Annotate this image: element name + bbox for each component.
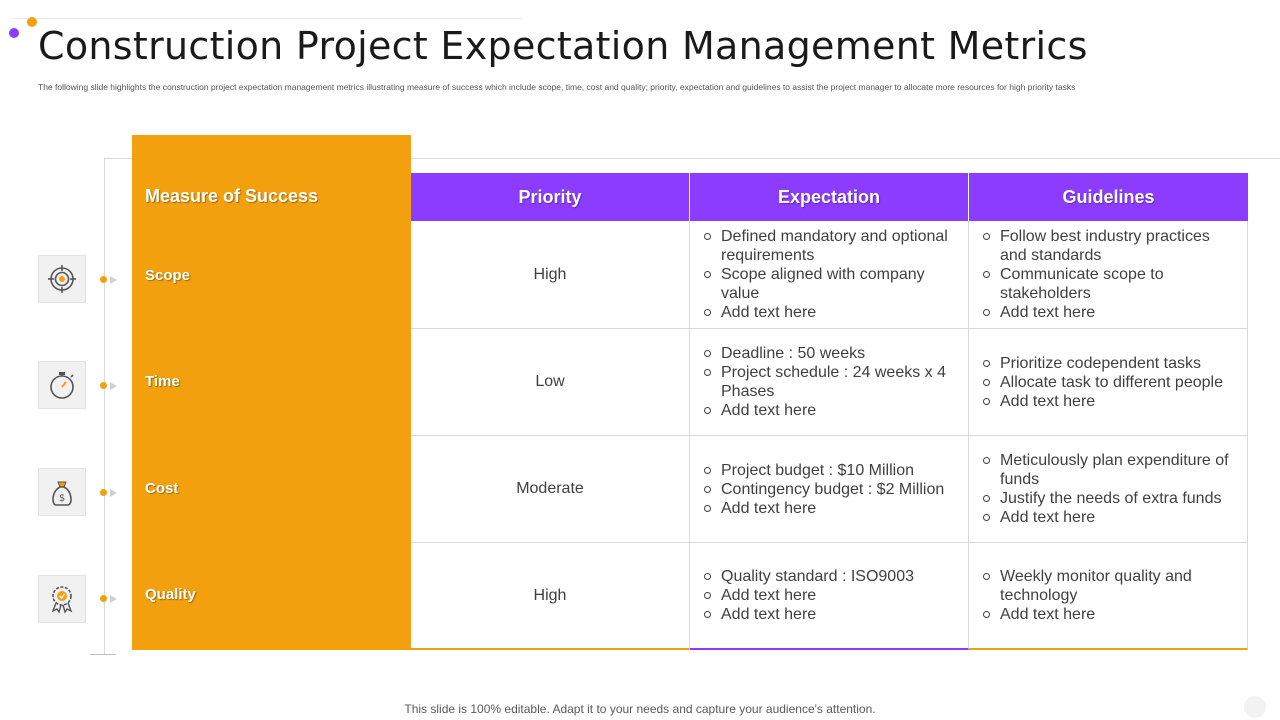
guidelines-cell-cost: Meticulously plan expenditure of funds J…	[969, 436, 1248, 543]
list-item: Contingency budget : $2 Million	[704, 480, 956, 499]
row-marker-dot	[100, 595, 107, 602]
row-label-quality: Quality	[145, 586, 196, 603]
corner-decoration	[1244, 696, 1266, 718]
list-item: Justify the needs of extra funds	[983, 489, 1235, 508]
slide-subtitle: The following slide highlights the const…	[38, 82, 1076, 92]
list-item: Communicate scope to stakeholders	[983, 265, 1235, 303]
expectation-list: Quality standard : ISO9003 Add text here…	[690, 567, 968, 624]
row-marker-dot	[100, 489, 107, 496]
priority-cell-quality: High	[411, 543, 690, 650]
priority-value: Low	[535, 373, 565, 390]
row-label-cost: Cost	[145, 480, 179, 497]
list-item: Allocate task to different people	[983, 373, 1235, 392]
list-item: Defined mandatory and optional requireme…	[704, 227, 956, 265]
decorative-line	[12, 18, 522, 19]
measure-column-background	[132, 135, 411, 650]
guidelines-list: Prioritize codependent tasks Allocate ta…	[969, 354, 1247, 411]
guidelines-list: Weekly monitor quality and technology Ad…	[969, 567, 1247, 624]
frame-line-bottom	[90, 654, 116, 655]
decorative-dot-purple	[9, 28, 19, 38]
list-item: Scope aligned with company value	[704, 265, 956, 303]
guidelines-cell-time: Prioritize codependent tasks Allocate ta…	[969, 329, 1248, 436]
list-item: Add text here	[704, 499, 956, 518]
expectation-cell-scope: Defined mandatory and optional requireme…	[690, 221, 969, 329]
row-marker-arrow	[110, 382, 117, 390]
expectation-list: Defined mandatory and optional requireme…	[690, 227, 968, 322]
priority-cell-cost: Moderate	[411, 436, 690, 543]
footer-note: This slide is 100% editable. Adapt it to…	[404, 702, 876, 716]
guidelines-list: Follow best industry practices and stand…	[969, 227, 1247, 322]
list-item: Quality standard : ISO9003	[704, 567, 956, 586]
guidelines-cell-scope: Follow best industry practices and stand…	[969, 221, 1248, 329]
list-item: Add text here	[983, 508, 1235, 527]
stopwatch-icon	[38, 361, 86, 409]
header-guidelines: Guidelines	[969, 173, 1248, 221]
guidelines-list: Meticulously plan expenditure of funds J…	[969, 451, 1247, 527]
expectation-cell-time: Deadline : 50 weeks Project schedule : 2…	[690, 329, 969, 436]
expectation-list: Project budget : $10 Million Contingency…	[690, 461, 968, 518]
list-item: Weekly monitor quality and technology	[983, 567, 1235, 605]
money-bag-icon: $	[38, 468, 86, 516]
row-label-time: Time	[145, 373, 180, 390]
svg-text:$: $	[59, 493, 65, 504]
priority-value: High	[533, 265, 567, 283]
list-item: Follow best industry practices and stand…	[983, 227, 1235, 265]
expectation-cell-quality: Quality standard : ISO9003 Add text here…	[690, 543, 969, 650]
list-item: Project budget : $10 Million	[704, 461, 956, 480]
list-item: Deadline : 50 weeks	[704, 344, 956, 363]
row-label-scope: Scope	[145, 267, 191, 284]
list-item: Project schedule : 24 weeks x 4 Phases	[704, 363, 956, 401]
slide-title: Construction Project Expectation Managem…	[38, 24, 1088, 68]
row-marker-arrow	[110, 276, 117, 284]
frame-line-left	[104, 158, 105, 654]
list-item: Meticulously plan expenditure of funds	[983, 451, 1235, 489]
measure-of-success-header: Measure of Success	[145, 186, 319, 206]
expectation-cell-cost: Project budget : $10 Million Contingency…	[690, 436, 969, 543]
header-priority: Priority	[411, 173, 690, 221]
expectation-list: Deadline : 50 weeks Project schedule : 2…	[690, 344, 968, 420]
decorative-dot-orange	[27, 17, 37, 27]
row-marker-dot	[100, 382, 107, 389]
list-item: Add text here	[983, 392, 1235, 411]
guidelines-cell-quality: Weekly monitor quality and technology Ad…	[969, 543, 1248, 650]
list-item: Add text here	[983, 303, 1235, 322]
list-item: Add text here	[704, 303, 956, 322]
priority-cell-scope: High	[411, 221, 690, 329]
target-icon	[38, 255, 86, 303]
priority-value: High	[533, 586, 567, 604]
list-item: Add text here	[983, 605, 1235, 624]
priority-cell-time: Low	[411, 329, 690, 436]
list-item: Prioritize codependent tasks	[983, 354, 1235, 373]
header-expectation: Expectation	[690, 173, 969, 221]
frame-line-top	[104, 158, 1280, 159]
quality-badge-icon	[38, 575, 86, 623]
list-item: Add text here	[704, 605, 956, 624]
list-item: Add text here	[704, 586, 956, 605]
list-item: Add text here	[704, 401, 956, 420]
row-marker-arrow	[110, 595, 117, 603]
row-marker-arrow	[110, 489, 117, 497]
row-marker-dot	[100, 276, 107, 283]
priority-value: Moderate	[516, 480, 584, 497]
